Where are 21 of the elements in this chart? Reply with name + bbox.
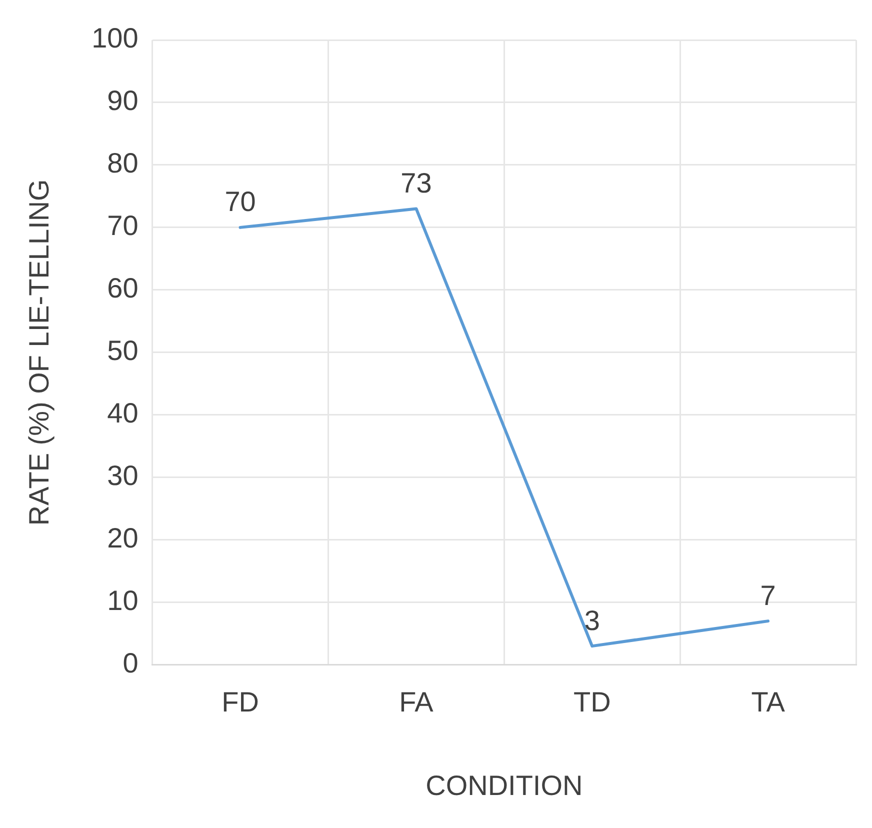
x-tick-label: FD	[222, 686, 259, 718]
y-tick-label: 100	[92, 22, 138, 54]
x-axis-title: CONDITION	[426, 770, 583, 801]
y-tick-label: 10	[107, 585, 138, 616]
data-label: 7	[760, 580, 776, 611]
y-tick-label: 20	[107, 522, 138, 554]
y-tick-label: 0	[122, 648, 138, 679]
y-tick-label: 30	[107, 460, 138, 492]
y-tick-label: 50	[107, 335, 138, 366]
y-axis-title: RATE (%) OF LIE-TELLING	[24, 179, 55, 526]
y-tick-label: 80	[107, 148, 138, 179]
data-label: 3	[584, 604, 600, 636]
data-label: 73	[400, 167, 432, 198]
y-tick-label: 90	[107, 85, 138, 116]
y-tick-label: 60	[107, 272, 138, 304]
data-label: 70	[224, 186, 256, 218]
y-tick-label: 70	[107, 210, 138, 242]
x-tick-label: FA	[399, 686, 434, 718]
x-tick-label: TA	[751, 686, 786, 718]
x-tick-label: TD	[573, 686, 611, 718]
y-tick-label: 40	[107, 398, 138, 429]
